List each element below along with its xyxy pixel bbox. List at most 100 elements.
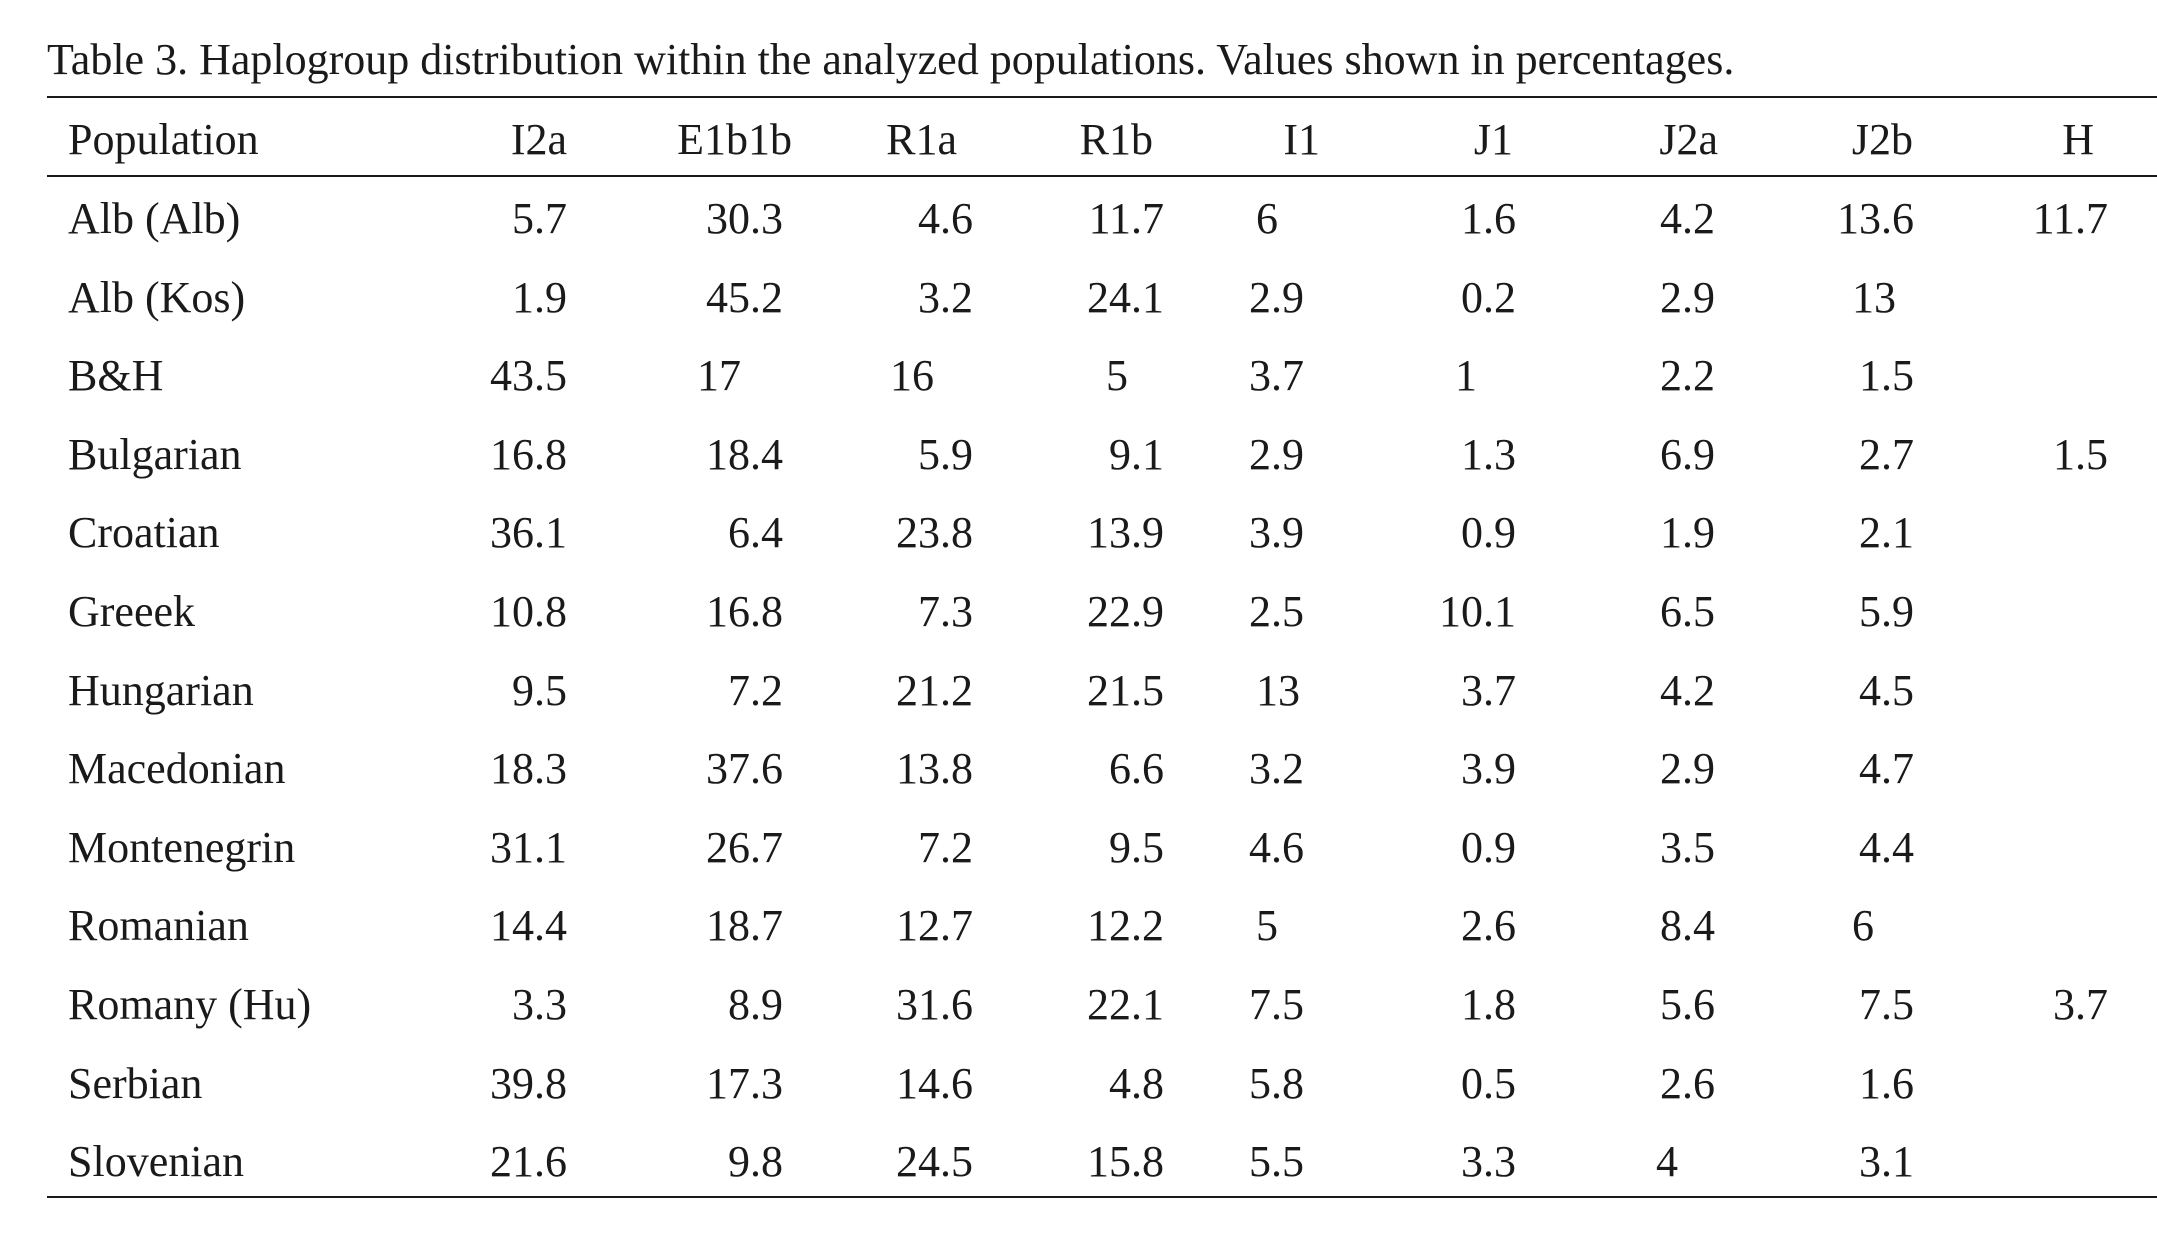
cell-r1a: 7.3 bbox=[918, 587, 973, 636]
row-population-label: Alb (Kos) bbox=[68, 273, 246, 322]
cell-i2a: 3.3 bbox=[512, 980, 567, 1029]
cell-i1: 3.9 bbox=[1249, 508, 1304, 557]
cell-r1a: 24.5 bbox=[896, 1137, 973, 1186]
cell-r1b: 6.6 bbox=[1109, 744, 1164, 793]
cell-j1: 0.5 bbox=[1461, 1059, 1516, 1108]
cell-r1a: 14.6 bbox=[896, 1059, 973, 1108]
cell-e1b1b: 8.9 bbox=[728, 980, 783, 1029]
table-bottom-rule bbox=[47, 1196, 2157, 1198]
cell-j2b: 2.7 bbox=[1859, 430, 1914, 479]
cell-i1: 13 bbox=[1256, 666, 1300, 715]
cell-i2a: 9.5 bbox=[512, 666, 567, 715]
cell-j1: 0.2 bbox=[1461, 273, 1516, 322]
row-population-label: Hungarian bbox=[68, 666, 254, 715]
row-population-label: Greeek bbox=[68, 587, 196, 636]
cell-r1b: 9.5 bbox=[1109, 823, 1164, 872]
cell-e1b1b: 16.8 bbox=[706, 587, 783, 636]
cell-e1b1b: 18.7 bbox=[706, 901, 783, 950]
cell-j2a: 3.5 bbox=[1660, 823, 1715, 872]
cell-j2a: 2.9 bbox=[1660, 273, 1715, 322]
row-population-label: Slovenian bbox=[68, 1137, 244, 1186]
row-population-label: Serbian bbox=[68, 1059, 203, 1108]
cell-e1b1b: 45.2 bbox=[706, 273, 783, 322]
cell-e1b1b: 30.3 bbox=[706, 194, 783, 243]
row-population-label: Romany (Hu) bbox=[68, 980, 312, 1029]
cell-i2a: 39.8 bbox=[490, 1059, 567, 1108]
cell-j2b: 13 bbox=[1852, 273, 1896, 322]
cell-i1: 3.7 bbox=[1249, 351, 1304, 400]
row-population-label: Bulgarian bbox=[68, 430, 242, 479]
cell-i2a: 16.8 bbox=[490, 430, 567, 479]
cell-i1: 2.9 bbox=[1249, 273, 1304, 322]
cell-r1b: 11.7 bbox=[1088, 194, 1164, 243]
cell-r1b: 21.5 bbox=[1087, 666, 1164, 715]
cell-j2b: 5.9 bbox=[1859, 587, 1914, 636]
cell-h: 1.5 bbox=[2053, 430, 2108, 479]
cell-j2a: 1.9 bbox=[1660, 508, 1715, 557]
cell-e1b1b: 17 bbox=[697, 351, 741, 400]
cell-r1a: 3.2 bbox=[918, 273, 973, 322]
cell-j2a: 5.6 bbox=[1660, 980, 1715, 1029]
cell-e1b1b: 18.4 bbox=[706, 430, 783, 479]
cell-r1a: 23.8 bbox=[896, 508, 973, 557]
cell-j2b: 4.5 bbox=[1859, 666, 1914, 715]
column-header-j2b: J2b bbox=[1851, 115, 1913, 164]
cell-i2a: 18.3 bbox=[490, 744, 567, 793]
cell-j1: 1.3 bbox=[1461, 430, 1516, 479]
cell-i1: 2.5 bbox=[1249, 587, 1304, 636]
cell-e1b1b: 7.2 bbox=[728, 666, 783, 715]
cell-r1a: 16 bbox=[890, 351, 934, 400]
cell-j2b: 13.6 bbox=[1837, 194, 1914, 243]
column-header-i1: I1 bbox=[1283, 115, 1320, 164]
cell-j2b: 4.4 bbox=[1859, 823, 1914, 872]
cell-j2b: 3.1 bbox=[1859, 1137, 1914, 1186]
cell-j2a: 4.2 bbox=[1660, 194, 1715, 243]
column-header-j2a: J2a bbox=[1659, 115, 1718, 164]
cell-h: 11.7 bbox=[2032, 194, 2108, 243]
cell-j1: 1.6 bbox=[1461, 194, 1516, 243]
cell-i2a: 21.6 bbox=[490, 1137, 567, 1186]
cell-j2a: 6.9 bbox=[1660, 430, 1715, 479]
cell-r1a: 21.2 bbox=[896, 666, 973, 715]
table-header-rule bbox=[47, 175, 2157, 177]
cell-i1: 4.6 bbox=[1249, 823, 1304, 872]
cell-i1: 2.9 bbox=[1249, 430, 1304, 479]
cell-i2a: 36.1 bbox=[490, 508, 567, 557]
cell-i1: 5.8 bbox=[1249, 1059, 1304, 1108]
cell-j2b: 1.6 bbox=[1859, 1059, 1914, 1108]
cell-e1b1b: 17.3 bbox=[706, 1059, 783, 1108]
cell-i1: 6 bbox=[1256, 194, 1278, 243]
row-population-label: Macedonian bbox=[68, 744, 286, 793]
cell-j2b: 4.7 bbox=[1859, 744, 1914, 793]
cell-r1a: 4.6 bbox=[918, 194, 973, 243]
cell-r1a: 12.7 bbox=[896, 901, 973, 950]
cell-j1: 3.7 bbox=[1461, 666, 1516, 715]
cell-j1: 0.9 bbox=[1461, 508, 1516, 557]
cell-i2a: 1.9 bbox=[512, 273, 567, 322]
row-population-label: Montenegrin bbox=[68, 823, 296, 872]
cell-i2a: 10.8 bbox=[490, 587, 567, 636]
cell-j1: 3.9 bbox=[1461, 744, 1516, 793]
column-header-r1b: R1b bbox=[1079, 115, 1153, 164]
cell-j2a: 8.4 bbox=[1660, 901, 1715, 950]
cell-e1b1b: 37.6 bbox=[706, 744, 783, 793]
cell-j2a: 6.5 bbox=[1660, 587, 1715, 636]
cell-j2a: 4 bbox=[1656, 1137, 1678, 1186]
cell-j1: 10.1 bbox=[1439, 587, 1516, 636]
cell-j2b: 2.1 bbox=[1859, 508, 1914, 557]
cell-r1b: 12.2 bbox=[1087, 901, 1164, 950]
cell-j2a: 4.2 bbox=[1660, 666, 1715, 715]
cell-j1: 2.6 bbox=[1461, 901, 1516, 950]
cell-r1b: 13.9 bbox=[1087, 508, 1164, 557]
column-header-i2a: I2a bbox=[510, 115, 567, 164]
column-header-e1b1b: E1b1b bbox=[677, 115, 792, 164]
cell-j1: 3.3 bbox=[1461, 1137, 1516, 1186]
cell-i2a: 5.7 bbox=[512, 194, 567, 243]
cell-r1a: 7.2 bbox=[918, 823, 973, 872]
cell-j1: 0.9 bbox=[1461, 823, 1516, 872]
cell-e1b1b: 26.7 bbox=[706, 823, 783, 872]
cell-r1a: 31.6 bbox=[896, 980, 973, 1029]
cell-r1b: 22.9 bbox=[1087, 587, 1164, 636]
cell-r1b: 15.8 bbox=[1087, 1137, 1164, 1186]
cell-e1b1b: 6.4 bbox=[728, 508, 783, 557]
